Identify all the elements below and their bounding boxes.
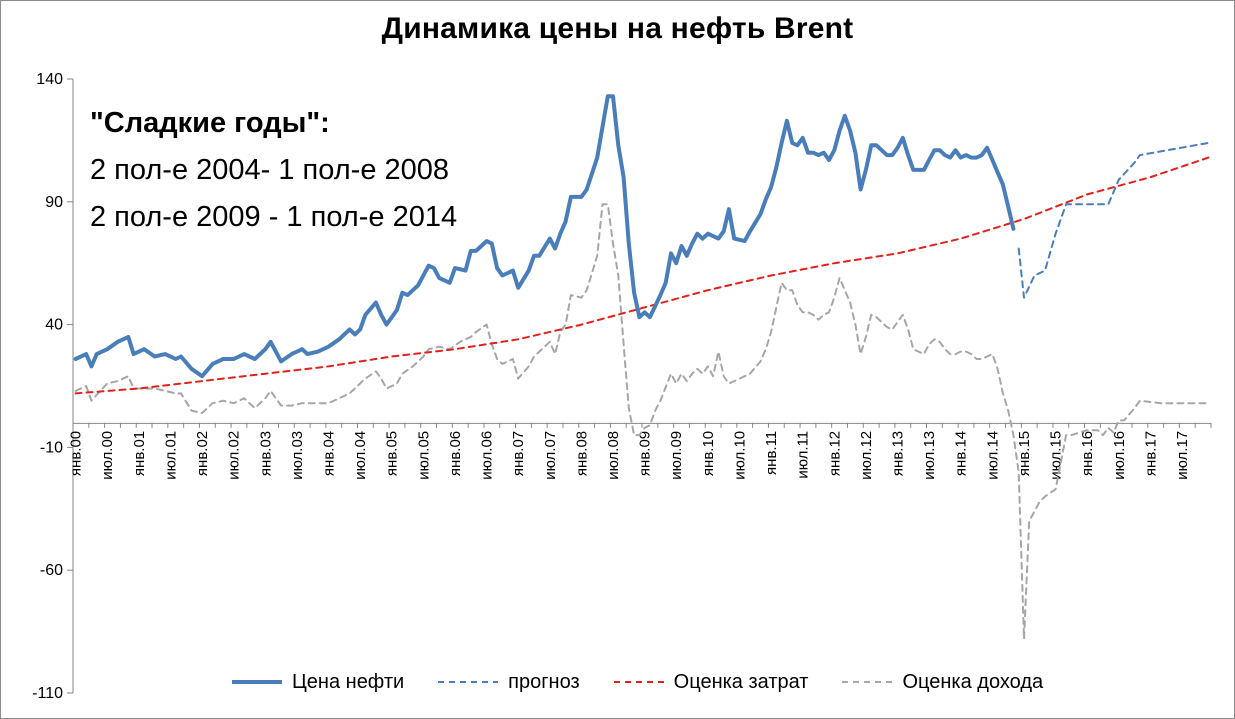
annotation-line-1: 2 пол-е 2004- 1 пол-е 2008 <box>90 154 450 186</box>
annotation-box: "Сладкие годы": 2 пол-е 2004- 1 пол-е 20… <box>90 100 457 241</box>
legend-item-income: Оценка дохода <box>842 671 1043 694</box>
legend-label-cost: Оценка затрат <box>673 670 809 693</box>
x-tick-label: июл.06 <box>479 431 496 480</box>
x-tick-label: янв.08 <box>573 431 590 476</box>
series-income-line <box>74 203 1210 640</box>
legend-swatch-cost <box>613 681 664 683</box>
x-tick-label: янв.12 <box>826 431 843 476</box>
annotation-line-2: 2 пол-е 2009 - 1 пол-е 2014 <box>90 201 458 233</box>
x-tick-label: июл.04 <box>352 431 369 480</box>
x-tick-label: июл.11 <box>795 431 812 479</box>
series-layer <box>73 94 1210 640</box>
y-tick-label: 140 <box>36 71 63 88</box>
x-tick-label: июл.07 <box>542 431 559 480</box>
x-tick-label: янв.15 <box>1016 431 1033 476</box>
x-tick-label: янв.13 <box>890 431 907 476</box>
x-tick-label: янв.10 <box>700 431 717 476</box>
legend-swatch-forecast <box>438 681 499 683</box>
series-cost-line <box>74 156 1210 395</box>
legend-label-price: Цена нефти <box>292 670 405 693</box>
x-tick-label: июл.17 <box>1174 431 1191 480</box>
annotation-title: "Сладкие годы": <box>90 107 330 139</box>
y-tick-label: 40 <box>45 317 63 334</box>
x-tick-label: янв.00 <box>68 431 85 476</box>
x-tick-label: янв.04 <box>321 431 338 476</box>
legend-item-cost: Оценка затрат <box>613 670 809 694</box>
legend-swatch-income <box>842 681 893 683</box>
x-tick-label: июл.03 <box>289 431 306 480</box>
x-tick-label: янв.16 <box>1079 431 1096 476</box>
x-tick-label: янв.09 <box>637 431 654 476</box>
y-tick-label: -110 <box>32 685 63 702</box>
x-tick-label: янв.17 <box>1142 431 1159 476</box>
x-tick-label: янв.06 <box>447 431 464 476</box>
x-tick-label: янв.02 <box>194 431 211 476</box>
x-tick-label: июл.14 <box>984 431 1001 480</box>
x-tick-label: янв.01 <box>131 431 148 476</box>
y-tick-label: 90 <box>45 194 63 211</box>
x-tick-label: июл.13 <box>921 431 938 480</box>
axes: 140 90 40 -10 -60 -110 янв.00 июл.00 янв.01 июл.0… <box>32 71 1212 702</box>
x-tick-label: янв.05 <box>384 431 401 476</box>
legend-item-price: Цена нефти <box>232 671 404 694</box>
x-tick-label: июл.02 <box>226 431 243 480</box>
x-tick-label: июл.08 <box>605 431 622 480</box>
x-tick-label: янв.11 <box>763 431 780 475</box>
chart-title: Динамика цены на нефть Brent <box>381 12 854 45</box>
x-tick-label: июл.15 <box>1048 431 1065 480</box>
x-tick-label: янв.03 <box>257 431 274 476</box>
x-tick-label: янв.14 <box>953 431 970 476</box>
legend-label-forecast: прогноз <box>508 670 580 693</box>
x-tick-label: июл.01 <box>162 431 179 480</box>
legend-item-forecast: прогноз <box>438 670 580 694</box>
series-price-line <box>73 94 1016 379</box>
series-forecast-line <box>1017 141 1210 299</box>
x-tick-label: июл.12 <box>858 431 875 480</box>
legend-swatch-price <box>232 680 282 684</box>
y-tick-label: -10 <box>40 439 63 456</box>
legend-label-income: Оценка дохода <box>902 670 1044 693</box>
x-tick-label: июл.16 <box>1111 431 1128 480</box>
x-tick-label: янв.07 <box>510 431 527 476</box>
x-tick-label: июл.10 <box>731 431 748 480</box>
x-tick-label: июл.05 <box>415 431 432 480</box>
x-tick-label: июл.00 <box>99 431 116 480</box>
y-tick-label: -60 <box>40 562 63 579</box>
legend: Цена нефти прогноз Оценка затрат Оценка … <box>232 667 1077 697</box>
x-tick-label: июл.09 <box>668 431 685 480</box>
